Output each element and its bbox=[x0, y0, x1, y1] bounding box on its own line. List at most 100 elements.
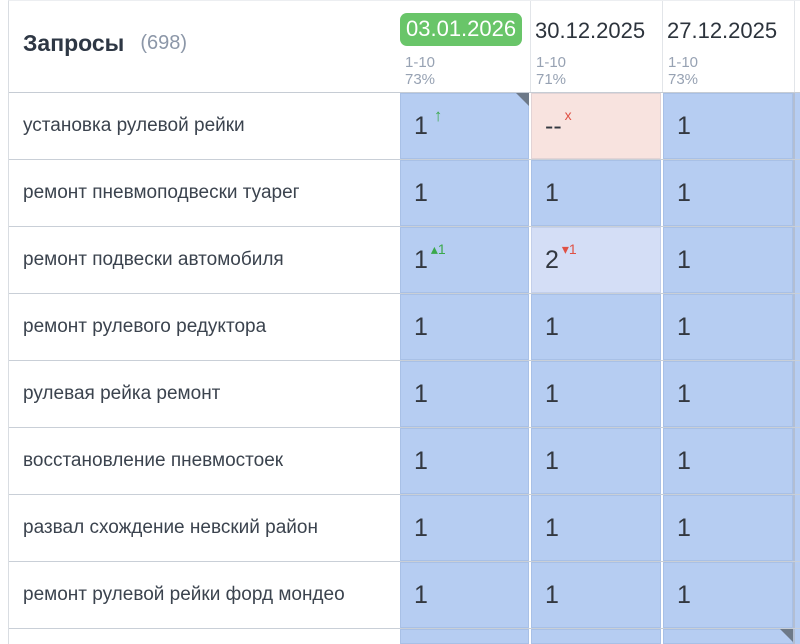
visibility-percent: 73% bbox=[668, 71, 699, 88]
position-value: 1 bbox=[545, 379, 559, 408]
position-column: 1 bbox=[663, 93, 795, 159]
positions-table: Запросы (698) 03.01.2026 1-10 73% 30.12.… bbox=[8, 0, 800, 644]
visibility-percent: 71% bbox=[536, 71, 567, 88]
position-cell[interactable]: 1 bbox=[531, 562, 661, 628]
next-column-sliver bbox=[795, 495, 800, 561]
position-cell[interactable]: 1 bbox=[400, 562, 529, 628]
query-cell[interactable]: ремонт подвески автомобиля bbox=[9, 227, 400, 293]
position-cell[interactable] bbox=[663, 629, 793, 644]
position-column: 1 ↑ bbox=[400, 93, 531, 159]
position-value: 1 bbox=[414, 379, 428, 408]
queries-header-cell: Запросы (698) bbox=[9, 1, 400, 92]
position-cell[interactable]: 1 bbox=[531, 160, 661, 226]
position-cell[interactable]: -- x bbox=[531, 93, 661, 159]
position-value: 1 bbox=[414, 111, 428, 140]
position-cell[interactable]: 1 bbox=[663, 562, 793, 628]
visibility-percent: 73% bbox=[405, 71, 436, 88]
note-corner-icon bbox=[780, 629, 793, 642]
position-cell[interactable]: 1 bbox=[531, 428, 661, 494]
position-value: 1 bbox=[414, 178, 428, 207]
position-value: -- bbox=[545, 111, 562, 140]
query-text: ремонт рулевой рейки форд мондео bbox=[23, 584, 345, 605]
position-cell[interactable]: 1 bbox=[531, 495, 661, 561]
position-value: 1 bbox=[414, 312, 428, 341]
position-value: 1 bbox=[677, 245, 691, 274]
position-value: 1 bbox=[677, 312, 691, 341]
queries-title: Запросы bbox=[23, 30, 125, 56]
position-value: 1 bbox=[414, 580, 428, 609]
query-text: установка рулевой рейки bbox=[23, 115, 245, 136]
query-text: восстановление пневмостоек bbox=[23, 450, 284, 471]
table-row: развал схождение невский район 1 1 1 bbox=[9, 495, 800, 562]
position-column: 1 bbox=[663, 227, 795, 293]
position-cell[interactable]: 1 bbox=[400, 160, 529, 226]
position-cell[interactable]: 1 ▴1 bbox=[400, 227, 529, 293]
position-cell[interactable]: 1 bbox=[663, 93, 793, 159]
table-row: ремонт пневмоподвески туарег 1 1 1 bbox=[9, 160, 800, 227]
position-cell[interactable]: 1 bbox=[663, 160, 793, 226]
next-column-sliver bbox=[795, 361, 800, 427]
query-cell[interactable]: развал схождение невский район bbox=[9, 495, 400, 561]
position-cell[interactable]: 2 ▾1 bbox=[531, 227, 661, 293]
top-range: 1-10 bbox=[668, 54, 699, 71]
query-cell[interactable]: ремонт пневмоподвески туарег bbox=[9, 160, 400, 226]
position-column: 1 bbox=[531, 562, 663, 628]
query-cell[interactable]: ремонт рулевого редуктора bbox=[9, 294, 400, 360]
position-cell[interactable]: 1 bbox=[400, 428, 529, 494]
date-label[interactable]: 27.12.2025 bbox=[667, 18, 778, 43]
table-body: установка рулевой рейки 1 ↑ -- x 1 ремонт пнев… bbox=[9, 93, 800, 644]
query-text: ремонт пневмоподвески туарег bbox=[23, 182, 300, 203]
position-cell[interactable]: 1 bbox=[663, 361, 793, 427]
position-cell[interactable]: 1 bbox=[663, 428, 793, 494]
note-corner-icon bbox=[516, 93, 529, 106]
position-value: 1 bbox=[677, 446, 691, 475]
position-cell[interactable]: 1 bbox=[400, 495, 529, 561]
position-cell[interactable]: 1 bbox=[663, 227, 793, 293]
change-down-indicator: ▾1 bbox=[561, 241, 577, 257]
position-cell[interactable]: 1 bbox=[663, 294, 793, 360]
position-value: 1 bbox=[677, 111, 691, 140]
position-cell[interactable]: 1 ↑ bbox=[400, 93, 529, 159]
position-value: 1 bbox=[677, 580, 691, 609]
date-column-header-1[interactable]: 03.01.2026 1-10 73% bbox=[400, 1, 531, 92]
position-cell[interactable]: 1 bbox=[400, 294, 529, 360]
position-cell[interactable]: 1 bbox=[400, 361, 529, 427]
column-stats: 1-10 73% bbox=[405, 54, 435, 88]
position-column: 1 bbox=[663, 294, 795, 360]
position-column bbox=[663, 629, 795, 644]
position-cell[interactable]: 1 bbox=[531, 294, 661, 360]
date-badge[interactable]: 03.01.2026 bbox=[400, 13, 523, 46]
position-cell[interactable] bbox=[400, 629, 529, 644]
change-up-indicator: ▴1 bbox=[430, 241, 446, 257]
column-stats: 1-10 73% bbox=[668, 54, 698, 88]
position-column: 1 bbox=[663, 428, 795, 494]
position-value: 1 bbox=[545, 446, 559, 475]
position-column: 1 bbox=[663, 160, 795, 226]
query-cell[interactable]: восстановление пневмостоек bbox=[9, 428, 400, 494]
position-column: 1 bbox=[400, 562, 531, 628]
position-column: 1 bbox=[663, 361, 795, 427]
position-column: 1 bbox=[531, 160, 663, 226]
position-column: 1 bbox=[663, 562, 795, 628]
position-value: 1 bbox=[677, 379, 691, 408]
position-cell[interactable] bbox=[531, 629, 661, 644]
position-cell[interactable]: 1 bbox=[531, 361, 661, 427]
removed-indicator: x bbox=[564, 107, 572, 123]
table-row: восстановление пневмостоек 1 1 1 bbox=[9, 428, 800, 495]
query-cell[interactable]: установка рулевой рейки bbox=[9, 93, 400, 159]
date-column-header-2[interactable]: 30.12.2025 1-10 71% bbox=[531, 1, 663, 92]
date-column-header-3[interactable]: 27.12.2025 1-10 73% bbox=[663, 1, 795, 92]
date-label[interactable]: 30.12.2025 bbox=[535, 18, 646, 43]
position-column: 1 bbox=[400, 428, 531, 494]
query-cell[interactable]: ремонт рулевой рейки форд мондео bbox=[9, 562, 400, 628]
position-value: 1 bbox=[545, 178, 559, 207]
next-column-sliver-header bbox=[795, 1, 800, 92]
query-cell[interactable]: рулевая рейка ремонт bbox=[9, 361, 400, 427]
position-value: 1 bbox=[545, 580, 559, 609]
position-column: 1 bbox=[400, 294, 531, 360]
position-column: 1 ▴1 bbox=[400, 227, 531, 293]
position-column: 1 bbox=[400, 495, 531, 561]
query-cell bbox=[9, 629, 400, 644]
position-cell[interactable]: 1 bbox=[663, 495, 793, 561]
position-value: 1 bbox=[414, 245, 428, 274]
